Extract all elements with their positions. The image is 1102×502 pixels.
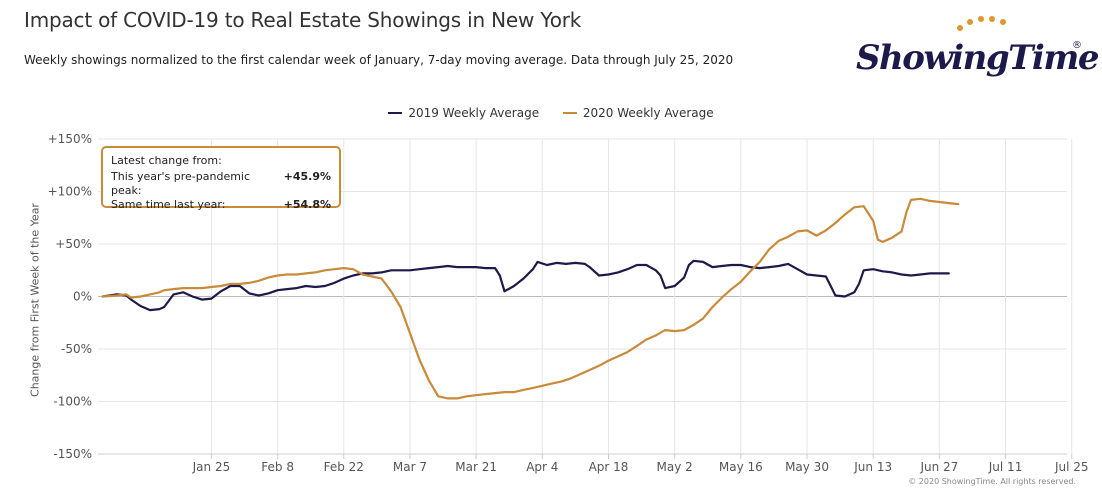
callout-value-peak: +45.9% <box>283 170 331 183</box>
y-tick-label-5: -100% <box>53 395 92 409</box>
legend-label-2020: 2020 Weekly Average <box>582 106 714 120</box>
logo-dots-icon <box>957 16 1006 31</box>
callout-label-last-year: Same time last year: <box>111 198 226 211</box>
x-tick-label-7: May 2 <box>657 460 693 474</box>
legend-item-2019[interactable]: 2019 Weekly Average <box>388 106 539 120</box>
logo-text: ShowingTime <box>856 38 1099 78</box>
x-tick-label-2: Feb 22 <box>324 460 364 474</box>
chart-title: Impact of COVID-19 to Real Estate Showin… <box>24 8 582 32</box>
x-tick-label-4: Mar 21 <box>455 460 497 474</box>
y-axis-label: Change from First Week of the Year <box>28 203 42 397</box>
x-tick-label-11: Jun 27 <box>919 460 958 474</box>
x-tick-label-10: Jun 13 <box>853 460 892 474</box>
x-tick-label-5: Apr 4 <box>526 460 558 474</box>
logo-registered-mark: ® <box>1072 40 1082 51</box>
y-tick-label-2: +50% <box>55 237 92 251</box>
legend-label-2019: 2019 Weekly Average <box>408 106 540 120</box>
x-tick-label-12: Jul 11 <box>988 460 1023 474</box>
y-tick-label-1: +100% <box>48 185 92 199</box>
x-tick-label-9: May 30 <box>785 460 829 474</box>
callout-row-last-year: Same time last year: +54.8% <box>111 198 331 212</box>
y-tick-label-3: 0% <box>73 290 92 304</box>
y-tick-label-6: -150% <box>53 447 92 461</box>
legend-swatch-2019 <box>388 111 403 114</box>
series-line-2019 <box>101 259 950 312</box>
copyright-notice: © 2020 ShowingTime. All rights reserved. <box>908 477 1076 486</box>
x-tick-label-0: Jan 25 <box>192 460 231 474</box>
callout-row-peak: This year's pre-pandemic peak: +45.9% <box>111 170 331 198</box>
latest-change-callout: Latest change from: This year's pre-pand… <box>101 146 341 211</box>
y-tick-label-4: -50% <box>61 342 92 356</box>
callout-value-last-year: +54.8% <box>283 198 331 211</box>
y-tick-label-0: +150% <box>48 132 92 146</box>
x-tick-label-13: Jul 25 <box>1054 460 1089 474</box>
chart-subtitle: Weekly showings normalized to the first … <box>24 53 734 67</box>
legend-item-2020[interactable]: 2020 Weekly Average <box>562 106 714 120</box>
callout-heading: Latest change from: <box>111 154 222 167</box>
showingtime-logo: ShowingTime ® <box>850 14 1099 84</box>
x-tick-label-3: Mar 7 <box>393 460 427 474</box>
x-tick-label-8: May 16 <box>719 460 763 474</box>
chart-legend: 2019 Weekly Average 2020 Weekly Average <box>0 106 1102 120</box>
callout-label-peak: This year's pre-pandemic peak: <box>111 170 251 197</box>
legend-swatch-2020 <box>562 111 577 114</box>
x-tick-label-6: Apr 18 <box>589 460 629 474</box>
x-tick-label-1: Feb 8 <box>261 460 294 474</box>
series-line-2020 <box>101 197 960 400</box>
